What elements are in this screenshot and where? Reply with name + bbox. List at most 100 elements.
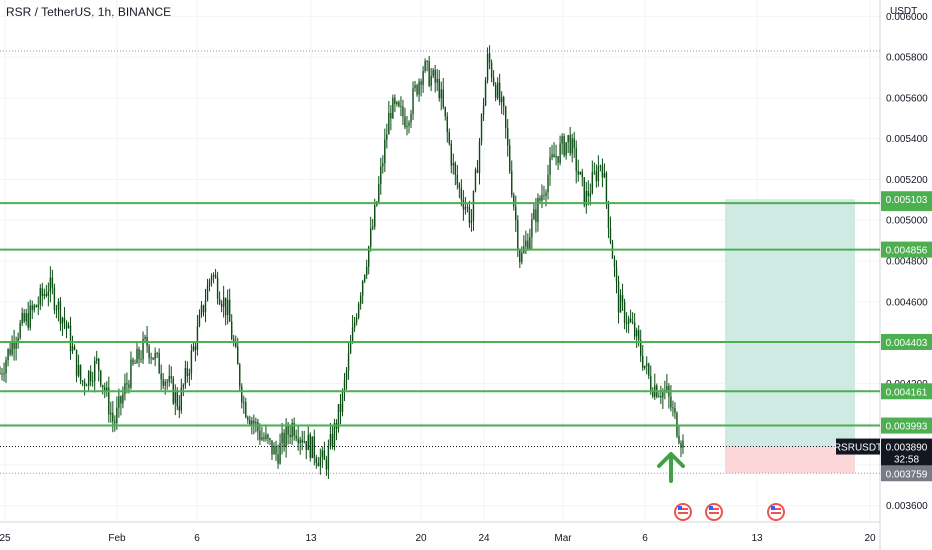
candle-body (307, 434, 309, 451)
horizontal-levels[interactable] (0, 202, 880, 448)
candle-body (549, 157, 551, 175)
x-tick-label: 24 (478, 533, 490, 544)
candle-body (476, 169, 479, 173)
event-flag-canton (678, 506, 682, 510)
candle-body (639, 339, 642, 356)
candle-body (259, 430, 261, 440)
candle-body (210, 276, 213, 281)
candle-body (47, 291, 50, 296)
candle-body (25, 313, 27, 322)
candle-body (605, 173, 608, 202)
candle-body (104, 387, 106, 392)
candle-body (7, 349, 9, 361)
long-entry-arrow (657, 452, 685, 483)
current-price-label: 0.003890 (886, 443, 928, 454)
y-tick-label: 0.005800 (886, 53, 928, 64)
candle-body (406, 125, 408, 128)
candle-body (96, 358, 98, 361)
candle-body (365, 266, 368, 276)
candle-body (194, 346, 197, 351)
event-flag-stripe (709, 508, 719, 510)
x-tick-label: 20 (864, 533, 876, 544)
candle-body (214, 274, 217, 278)
candle-body (295, 435, 297, 439)
position-zones (0, 199, 880, 474)
candle-body (392, 97, 394, 119)
candle-body (349, 342, 352, 354)
candle-body (51, 277, 54, 288)
candle-body (65, 321, 68, 329)
candle-body (89, 371, 92, 382)
candle-body (635, 330, 638, 337)
candle-body (200, 305, 203, 315)
candle-body (430, 75, 432, 86)
candle-body (410, 113, 412, 123)
candle-body (1, 373, 3, 375)
candle-body (41, 288, 44, 297)
level-badge (881, 417, 932, 434)
stop-badge (881, 465, 932, 482)
candle-body (71, 346, 74, 352)
candle-body (595, 171, 598, 182)
candle-body (93, 360, 96, 382)
candle-body (496, 82, 499, 98)
candle-body (490, 62, 493, 78)
candle-body (29, 305, 31, 328)
candle-body (69, 325, 72, 352)
level-badge (881, 241, 932, 258)
candle-body (591, 172, 594, 194)
candle-body (666, 385, 668, 391)
candle-body (631, 321, 634, 323)
candle-body (178, 406, 181, 411)
candle-body (662, 390, 664, 398)
candle-body (398, 101, 400, 107)
candle-body (567, 135, 569, 143)
candle-body (297, 438, 299, 444)
candle-body (45, 293, 48, 296)
candle-body (140, 359, 142, 360)
candle-body (120, 396, 122, 404)
x-tick-label: 13 (751, 533, 763, 544)
candle-body (474, 169, 477, 191)
candle-body (597, 166, 600, 182)
candle-body (152, 357, 154, 360)
candle-body (396, 101, 398, 104)
candle-body (333, 422, 336, 446)
candle-body (339, 404, 342, 413)
y-tick-label: 0.004800 (886, 257, 928, 268)
candle-body (363, 275, 366, 282)
candle-body (55, 309, 58, 311)
level-badge-label: 0.004161 (886, 387, 928, 398)
candle-body (402, 106, 404, 117)
candle-body (247, 417, 249, 420)
candle-body (450, 143, 453, 166)
candle-body (321, 450, 324, 458)
symbol-label: RSR / TetherUS, 1h, BINANCE (6, 5, 172, 19)
candle-body (347, 353, 350, 371)
candle-body (253, 420, 255, 424)
candle-body (519, 250, 521, 263)
candle-body (271, 440, 273, 455)
candle-body (609, 228, 612, 243)
candle-body (472, 190, 475, 221)
candle-body (468, 206, 471, 223)
candle-body (263, 437, 265, 440)
candle-body (615, 267, 618, 282)
candle-body (341, 391, 344, 413)
candle-body (176, 391, 178, 407)
event-flag-icon (674, 503, 692, 521)
candle-body (583, 177, 585, 206)
candle-body (527, 240, 529, 250)
candle-body (279, 443, 281, 464)
candle-body (251, 420, 253, 425)
candle-body (436, 78, 438, 83)
candle-body (408, 122, 410, 126)
candle-body (529, 237, 531, 250)
candle-body (531, 219, 533, 238)
candle-body (623, 301, 626, 323)
countdown-label: 32:58 (894, 455, 919, 466)
candle-body (367, 246, 370, 267)
candle-body (573, 138, 575, 148)
candle-body (59, 301, 62, 324)
